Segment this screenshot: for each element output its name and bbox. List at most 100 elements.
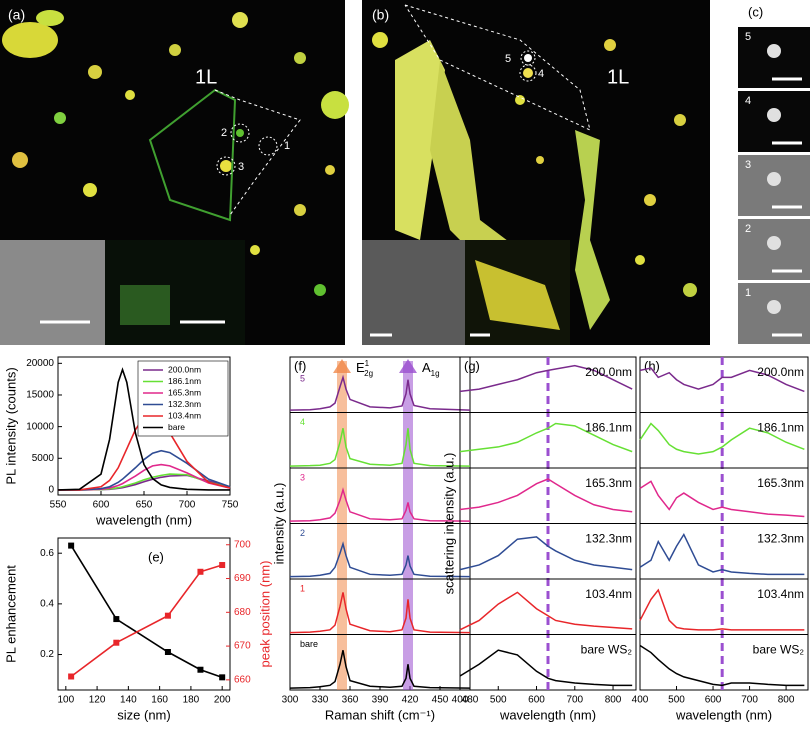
y-tick-label: 0.4 bbox=[40, 599, 54, 610]
layer-label: 1L bbox=[195, 66, 217, 88]
series-line bbox=[70, 545, 223, 679]
peak-arrow bbox=[333, 359, 351, 373]
series-line bbox=[459, 364, 633, 393]
panel-label: (g) bbox=[464, 358, 480, 373]
frame-label: 2 bbox=[745, 223, 751, 235]
panel-label: (b) bbox=[372, 7, 389, 23]
point bbox=[164, 649, 171, 655]
point bbox=[219, 562, 226, 569]
series-label: 4 bbox=[300, 417, 305, 427]
y2-axis-title: peak position (nm) bbox=[257, 561, 272, 668]
series-line bbox=[289, 374, 471, 411]
x-tick-label: 200 bbox=[214, 695, 231, 706]
y2-tick-label: 680 bbox=[234, 607, 251, 618]
y-tick-label: 20000 bbox=[26, 358, 54, 369]
series-line bbox=[639, 422, 805, 455]
x-tick-label: 300 bbox=[282, 695, 299, 706]
particle bbox=[767, 172, 781, 186]
x-axis-title: Raman shift (cm⁻¹) bbox=[325, 707, 435, 722]
peak-arrow bbox=[399, 359, 417, 373]
peak-band bbox=[403, 361, 413, 690]
series-line bbox=[459, 591, 633, 631]
y2-tick-label: 690 bbox=[234, 573, 251, 584]
point bbox=[197, 568, 204, 575]
y-axis-title: PL enhancement bbox=[3, 565, 18, 663]
x-tick-label: 500 bbox=[490, 695, 507, 706]
legend-label: 103.4nm bbox=[168, 410, 201, 420]
series-label: 165.3nm bbox=[757, 476, 804, 490]
inset-sem-a bbox=[0, 240, 105, 345]
x-tick-label: 700 bbox=[741, 695, 758, 706]
series-line bbox=[58, 463, 231, 491]
x-axis-title: wavelength (nm) bbox=[95, 512, 192, 527]
point bbox=[113, 639, 120, 646]
particle bbox=[767, 236, 781, 250]
series-label: 186.1nm bbox=[585, 421, 632, 435]
particles-a bbox=[2, 10, 349, 305]
series-label: 1 bbox=[300, 583, 305, 593]
panel-label: (h) bbox=[644, 358, 660, 373]
spot-label: 1 bbox=[284, 140, 290, 152]
y-tick-label: 0.2 bbox=[40, 649, 54, 660]
series-label: 132.3nm bbox=[585, 532, 632, 546]
series-label: 132.3nm bbox=[757, 532, 804, 546]
series-line bbox=[57, 367, 230, 491]
x-tick-label: 800 bbox=[605, 695, 622, 706]
x-tick-label: 140 bbox=[120, 695, 137, 706]
x-axis-title: wavelength (nm) bbox=[499, 707, 596, 722]
series-label: bare bbox=[300, 639, 318, 649]
series-line bbox=[459, 478, 633, 513]
series-label: 5 bbox=[300, 373, 305, 383]
x-tick-label: 500 bbox=[668, 695, 685, 706]
legend-label: 132.3nm bbox=[168, 399, 201, 409]
series-line bbox=[289, 592, 471, 634]
x-tick-label: 750 bbox=[222, 500, 239, 511]
layer-label: 1L bbox=[607, 66, 629, 88]
x-tick-label: 700 bbox=[179, 500, 196, 511]
x-tick-label: 600 bbox=[93, 500, 110, 511]
x-tick-label: 400 bbox=[452, 695, 469, 706]
particle bbox=[767, 44, 781, 58]
y-tick-label: 0 bbox=[48, 485, 54, 496]
series-label: 2 bbox=[300, 528, 305, 538]
legend-label: bare bbox=[168, 422, 185, 432]
frame-label: 1 bbox=[745, 287, 751, 299]
series-line bbox=[289, 428, 471, 467]
y2-tick-label: 660 bbox=[234, 675, 251, 686]
series-line bbox=[289, 650, 471, 689]
x-tick-label: 120 bbox=[89, 695, 106, 706]
spot-label: 4 bbox=[538, 68, 544, 80]
x-tick-label: 800 bbox=[778, 695, 795, 706]
series-line bbox=[289, 487, 471, 522]
point bbox=[219, 674, 226, 681]
legend-label: 186.1nm bbox=[168, 376, 201, 386]
point bbox=[68, 542, 75, 549]
point bbox=[197, 666, 204, 673]
x-tick-label: 420 bbox=[402, 695, 419, 706]
series-label: 165.3nm bbox=[585, 476, 632, 490]
spot-label: 2 bbox=[221, 127, 227, 139]
x-tick-label: 600 bbox=[705, 695, 722, 706]
y-tick-label: 5000 bbox=[32, 453, 55, 464]
series-line bbox=[639, 588, 805, 631]
x-tick-label: 700 bbox=[566, 695, 583, 706]
series-label: 200.0nm bbox=[585, 365, 632, 379]
legend-label: 165.3nm bbox=[168, 387, 201, 397]
point bbox=[113, 616, 120, 623]
peak-label: E1 2g bbox=[356, 359, 373, 378]
series-line bbox=[459, 536, 633, 571]
x-axis-title: wavelength (nm) bbox=[675, 707, 772, 722]
y-axis-title: PL intensity (counts) bbox=[3, 367, 18, 484]
panel-label: (a) bbox=[8, 7, 25, 23]
y-tick-label: 0.6 bbox=[40, 548, 54, 559]
panel-label: (c) bbox=[748, 4, 763, 19]
series-label: 186.1nm bbox=[757, 421, 804, 435]
x-tick-label: 450 bbox=[432, 695, 449, 706]
legend-box bbox=[137, 360, 229, 437]
series-label: 200.0nm bbox=[757, 365, 804, 379]
series-label: bare WS₂ bbox=[753, 643, 805, 657]
series-line bbox=[459, 422, 633, 453]
series-line bbox=[289, 541, 471, 578]
x-tick-label: 550 bbox=[50, 500, 67, 511]
